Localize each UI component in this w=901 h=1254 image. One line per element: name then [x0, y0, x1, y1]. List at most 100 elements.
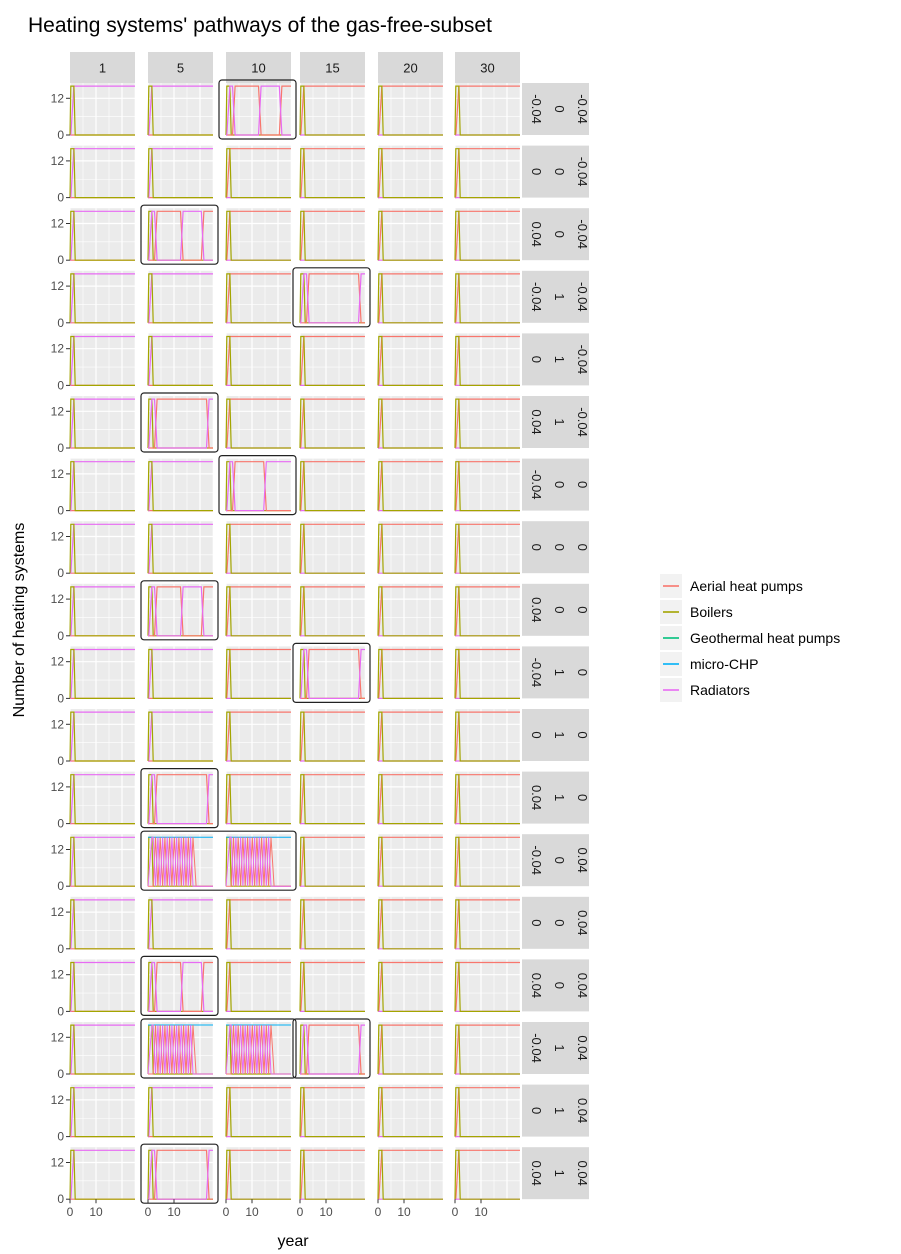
- panel-background: [148, 396, 213, 448]
- row-strip-label: 0: [552, 105, 567, 112]
- boilers-line: [69, 1024, 135, 1075]
- boilers-line: [147, 85, 213, 136]
- radiators-line: [300, 273, 365, 324]
- facet-panel: [69, 333, 136, 386]
- facet-panel: [454, 458, 521, 512]
- facet-panel: [147, 1147, 214, 1200]
- panel-background: [148, 83, 213, 135]
- y-tick-label: 0: [57, 629, 64, 643]
- row-strip-label: 1: [552, 1170, 567, 1177]
- y-tick-label: 12: [51, 279, 65, 293]
- boilers-line: [299, 1087, 365, 1138]
- y-tick-label: 0: [57, 691, 64, 705]
- facet-panel: [69, 458, 136, 512]
- boilers-line: [147, 523, 213, 574]
- panel-background: [378, 208, 443, 261]
- panel-background: [378, 896, 443, 949]
- boilers-line: [377, 711, 443, 762]
- row-strip-label: -0.04: [529, 470, 544, 500]
- panel-background: [455, 270, 520, 323]
- facet-panel: [225, 771, 292, 825]
- y-tick-label: 0: [57, 942, 64, 956]
- facet-panel: [69, 521, 136, 574]
- panel-background: [148, 270, 213, 323]
- row-strip-label: 0: [529, 168, 544, 175]
- panel-background: [70, 208, 135, 261]
- boilers-line: [147, 335, 213, 386]
- row-strip-label: 0.04: [529, 597, 544, 622]
- boilers-line: [69, 648, 135, 700]
- facet-panel: [225, 959, 292, 1013]
- radiators-line: [226, 85, 291, 136]
- panel-background: [226, 521, 291, 574]
- row-strip: [522, 646, 589, 699]
- boilers-line: [225, 1087, 291, 1138]
- boilers-line: [299, 711, 365, 762]
- row-strip-label: 1: [552, 794, 567, 801]
- facet-panel: [454, 1147, 521, 1200]
- facet-panel: [147, 583, 214, 637]
- facet-panel: [69, 583, 136, 637]
- panel-background: [300, 959, 365, 1012]
- facet-panel: [377, 1084, 444, 1138]
- radiators-line: [147, 1024, 213, 1075]
- x-tick-label: 0: [452, 1205, 459, 1219]
- x-axis-title: year: [277, 1233, 309, 1250]
- facet-panel: [147, 771, 214, 825]
- facet-panel: [454, 1022, 521, 1075]
- panel-background: [300, 208, 365, 261]
- y-tick-label: 0: [57, 566, 64, 580]
- panel-background: [300, 83, 365, 135]
- row-strip-label: 0.04: [575, 1098, 590, 1123]
- boilers-line: [225, 398, 291, 449]
- facet-panel: [454, 145, 521, 199]
- row-strip-label: 0: [575, 606, 590, 613]
- y-tick-label: 0: [57, 879, 64, 893]
- y-tick-label: 0: [57, 1130, 64, 1144]
- facet-panel: [299, 896, 366, 950]
- facet-panel: [147, 646, 214, 700]
- row-strip-label: -0.04: [529, 1033, 544, 1063]
- facet-panel: [147, 270, 214, 324]
- facet-panel: [454, 270, 521, 324]
- panel-background: [378, 771, 443, 824]
- row-strip-label: -0.04: [529, 658, 544, 688]
- boilers-line: [454, 899, 520, 950]
- facet-panel: [377, 959, 444, 1013]
- column-strip-label: 5: [177, 61, 184, 76]
- panel-background: [148, 771, 213, 824]
- panel-background: [455, 208, 520, 261]
- panel-background: [70, 521, 135, 574]
- facet-panel: [299, 458, 366, 512]
- y-axis-title: Number of heating systems: [11, 523, 28, 718]
- boilers-line: [225, 774, 291, 825]
- radiators-line: [148, 586, 213, 637]
- row-strip-label: 0.04: [529, 973, 544, 998]
- row-strip-label: 0: [529, 544, 544, 551]
- row-strip-label: 1: [552, 1044, 567, 1051]
- boilers-line: [299, 210, 365, 261]
- panel-background: [70, 1147, 135, 1200]
- boilers-line: [69, 273, 135, 324]
- row-strip-label: 0: [575, 669, 590, 676]
- boilers-line: [377, 1024, 443, 1075]
- panel-background: [300, 896, 365, 949]
- highlight-box: [140, 1018, 297, 1079]
- facet-panel: [377, 145, 444, 199]
- boilers-line: [225, 210, 291, 261]
- panel-background: [70, 333, 135, 386]
- y-tick-label: 12: [51, 404, 65, 418]
- y-tick-label: 12: [51, 968, 65, 982]
- panel-background: [70, 270, 135, 323]
- panel-background: [378, 83, 443, 135]
- facet-panel: [299, 270, 366, 324]
- boilers-line: [454, 1087, 520, 1138]
- panel-background: [378, 834, 443, 887]
- panel-background: [300, 1022, 365, 1074]
- boilers-line: [454, 648, 520, 700]
- boilers-line: [69, 961, 135, 1013]
- panel-background: [378, 396, 443, 448]
- facet-panel: [147, 1022, 214, 1075]
- y-tick-label: 0: [57, 378, 64, 392]
- y-tick-label: 0: [57, 441, 64, 455]
